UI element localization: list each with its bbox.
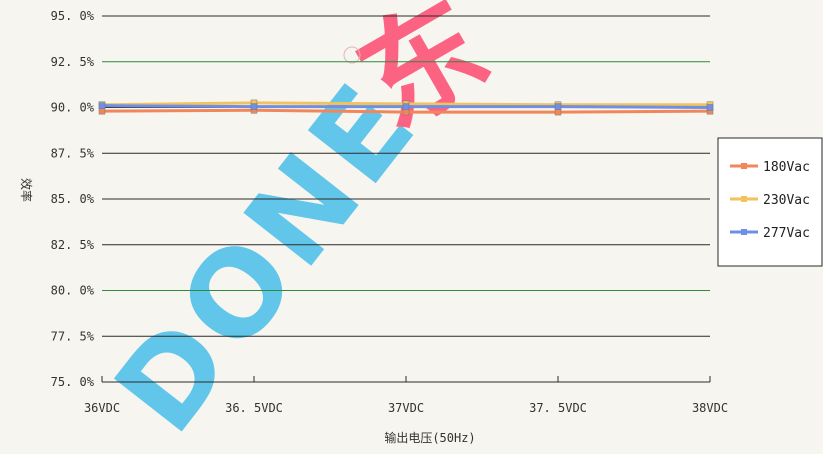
legend-box xyxy=(717,137,823,267)
y-tick-label: 80. 0% xyxy=(51,284,95,298)
y-axis-title: 效率 xyxy=(19,178,34,202)
y-tick-label: 92. 5% xyxy=(51,55,95,69)
data-point xyxy=(250,103,258,110)
data-point xyxy=(554,103,562,110)
data-point xyxy=(402,103,410,110)
series-layer xyxy=(98,99,714,116)
y-tick-label: 75. 0% xyxy=(51,375,95,389)
registered-mark-icon xyxy=(343,46,361,64)
x-tick-label: 37VDC xyxy=(388,401,424,415)
axis-layer: 95. 0% 92. 5% 90. 0% 87. 5% 85. 0% 82. 5% 80. … xyxy=(51,9,728,415)
data-point xyxy=(402,108,410,116)
y-tick-label: 85. 0% xyxy=(51,192,95,206)
y-tick-label: 82. 5% xyxy=(51,238,95,252)
x-axis-title: 输出电压(50Hz) xyxy=(384,430,475,445)
legend-swatch-marker xyxy=(741,196,747,202)
legend-label: 277Vac xyxy=(763,226,810,241)
data-point xyxy=(98,102,106,109)
data-point xyxy=(98,107,106,115)
y-tick-label: 77. 5% xyxy=(51,329,95,343)
data-point xyxy=(554,108,562,116)
y-tick-label: 90. 0% xyxy=(51,101,95,115)
y-tick-label: 95. 0% xyxy=(51,9,95,23)
x-tick-label: 36VDC xyxy=(84,401,120,415)
data-point xyxy=(706,104,714,111)
legend: 180Vac 230Vac 277Vac xyxy=(717,137,823,267)
x-tick-label: 36. 5VDC xyxy=(225,401,283,415)
legend-swatch-marker xyxy=(741,163,747,169)
legend-label: 230Vac xyxy=(763,193,810,208)
legend-swatch-marker xyxy=(741,229,747,235)
x-tick-label: 37. 5VDC xyxy=(529,401,587,415)
legend-label: 180Vac xyxy=(763,160,810,175)
x-tick-label: 38VDC xyxy=(692,401,728,415)
y-tick-label: 87. 5% xyxy=(51,146,95,160)
